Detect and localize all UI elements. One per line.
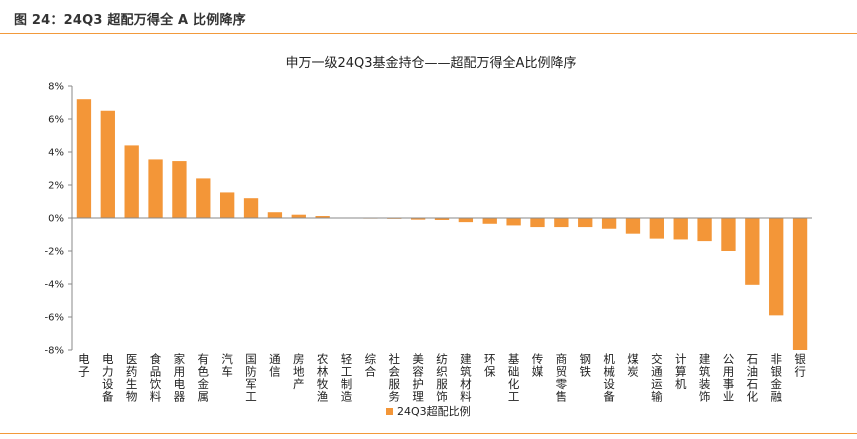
- y-tick-label: 4%: [48, 148, 64, 159]
- bar: [410, 218, 426, 220]
- legend-label: 24Q3超配比例: [397, 404, 471, 418]
- y-tick-label: -6%: [45, 313, 64, 324]
- bar: [673, 218, 688, 240]
- bar: [721, 218, 736, 251]
- x-tick-label: 纺织服饰: [436, 352, 448, 404]
- x-tick-label: 美容护理: [412, 352, 424, 404]
- x-tick-label: 煤炭: [627, 352, 639, 379]
- bar: [506, 218, 521, 226]
- y-tick-label: 2%: [48, 181, 64, 192]
- x-tick-label: 商贸零售: [556, 352, 568, 404]
- bar: [458, 218, 474, 223]
- x-tick-label: 基础化工: [508, 352, 520, 404]
- x-tick-label: 建筑材料: [460, 352, 472, 404]
- bar: [769, 218, 784, 316]
- bar: [148, 159, 163, 218]
- bar: [601, 218, 617, 229]
- x-tick-label: 交通运输: [651, 352, 663, 404]
- bar: [792, 218, 808, 350]
- y-tick-label: -2%: [45, 247, 64, 258]
- bar: [315, 216, 330, 218]
- bar: [578, 218, 593, 228]
- x-tick-label: 钢铁: [579, 352, 591, 379]
- chart-title: 申万一级24Q3基金持仓——超配万得全A比例降序: [286, 55, 577, 71]
- x-tick-label: 计算机: [675, 352, 687, 391]
- bar: [625, 218, 641, 234]
- bar: [100, 110, 115, 218]
- bar: [434, 218, 450, 220]
- legend: 24Q3超配比例: [386, 404, 471, 418]
- x-tick-label: 国防军工: [245, 352, 257, 404]
- x-tick-label: 非银金融: [770, 352, 782, 404]
- bar: [220, 192, 235, 218]
- x-tick-label: 环保: [484, 352, 496, 379]
- y-tick-label: 8%: [48, 82, 64, 93]
- x-tick-label: 机械设备: [603, 352, 615, 404]
- category-labels: 电子电力设备医药生物食品饮料家用电器有色金属汽车国防军工通信房地产农林牧渔轻工制…: [78, 352, 806, 404]
- x-tick-label: 家用电器: [174, 352, 186, 404]
- top-rule: [0, 33, 857, 34]
- x-tick-label: 石油石化: [747, 352, 759, 404]
- x-tick-label: 公用事业: [723, 352, 735, 404]
- x-tick-label: 有色金属: [198, 352, 210, 404]
- bar: [745, 218, 760, 285]
- y-tick-label: -4%: [45, 280, 64, 291]
- y-tick-label: 0%: [48, 214, 64, 225]
- x-tick-label: 综合: [365, 352, 377, 379]
- figure-caption: 图 24：24Q3 超配万得全 A 比例降序: [14, 13, 246, 28]
- x-tick-label: 社会服务: [389, 352, 401, 404]
- x-tick-label: 传媒: [532, 352, 544, 379]
- x-tick-label: 通信: [269, 352, 281, 379]
- bar: [172, 161, 187, 218]
- y-tick-label: 6%: [48, 115, 64, 126]
- bar: [291, 214, 306, 218]
- x-tick-label: 电力设备: [102, 352, 114, 404]
- bar: [649, 218, 664, 239]
- bar: [243, 198, 259, 218]
- bar: [267, 212, 283, 218]
- bar: [482, 218, 497, 224]
- bar: [76, 99, 92, 218]
- bar: [196, 178, 211, 218]
- x-tick-label: 医药生物: [126, 352, 138, 404]
- x-tick-label: 银行: [794, 352, 806, 379]
- x-tick-label: 建筑装饰: [699, 352, 711, 404]
- bar: [697, 218, 712, 242]
- bar: [124, 145, 139, 218]
- x-tick-label: 轻工制造: [341, 352, 353, 404]
- x-tick-label: 汽车: [221, 352, 233, 379]
- x-tick-label: 房地产: [293, 352, 305, 391]
- bar: [530, 218, 545, 228]
- y-tick-label: -8%: [45, 346, 64, 357]
- x-tick-label: 电子: [78, 352, 90, 379]
- bar: [554, 218, 569, 228]
- x-tick-label: 食品饮料: [150, 352, 162, 404]
- x-tick-label: 农林牧渔: [317, 352, 329, 404]
- bottom-rule: [0, 433, 857, 434]
- y-axis: -8% -6% -4% -2% 0% 2% 4% 6% 8%: [45, 82, 73, 357]
- legend-swatch: [386, 408, 393, 415]
- bars: [76, 99, 808, 350]
